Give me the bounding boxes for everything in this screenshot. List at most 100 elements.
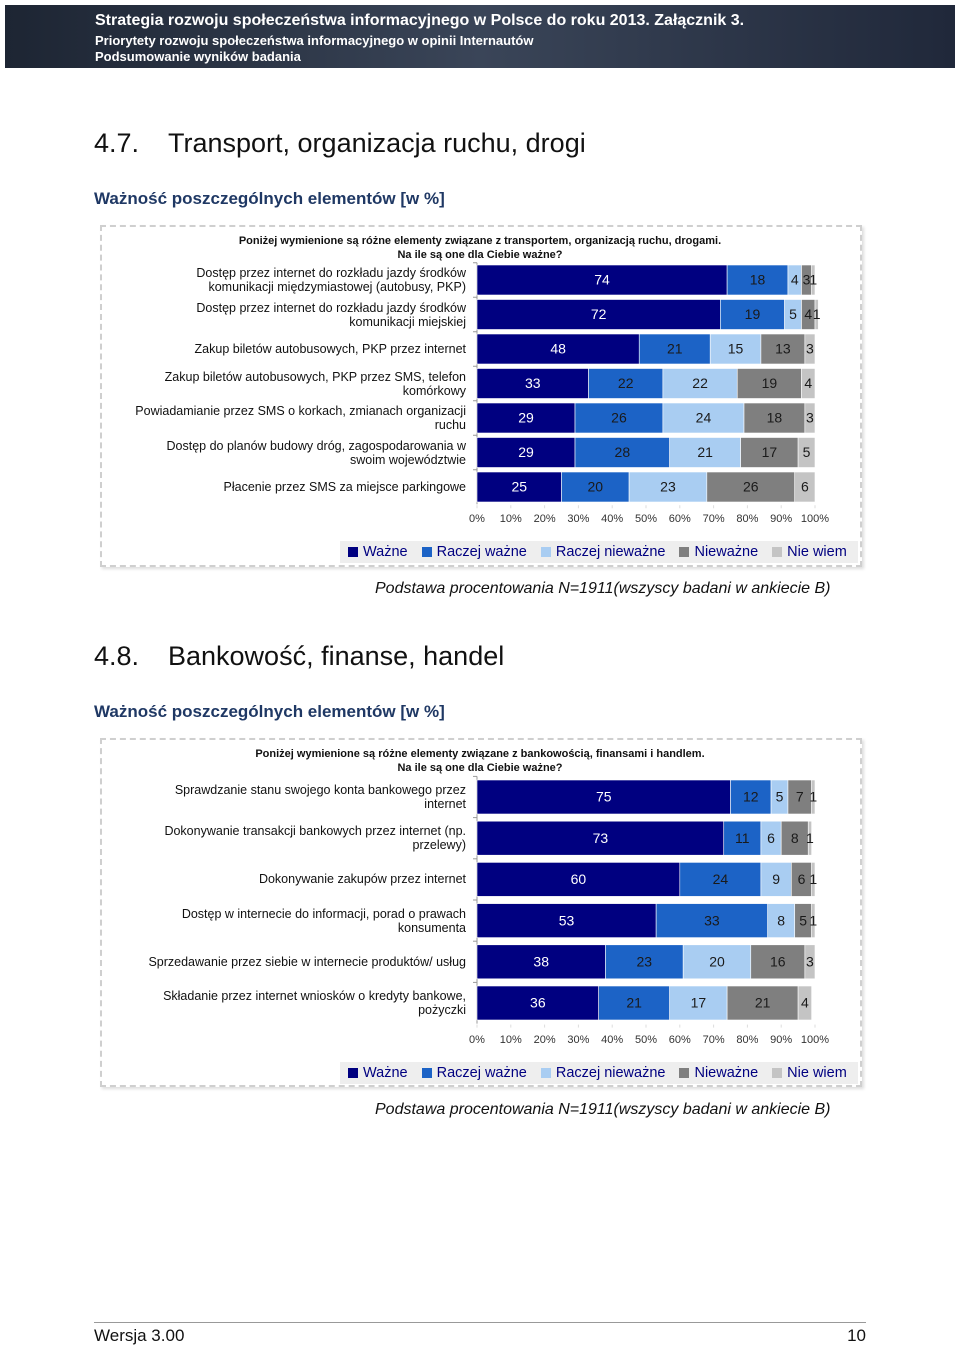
data-label: 29 [518, 410, 534, 426]
x-tick-label: 50% [635, 513, 657, 525]
data-label: 4 [801, 995, 809, 1011]
category-label: Powiadamianie przez SMS o korkach, zmian… [135, 404, 466, 432]
data-label: 1 [809, 912, 817, 928]
x-tick-label: 40% [601, 1034, 623, 1046]
x-tick-label: 80% [736, 513, 758, 525]
data-label: 21 [667, 341, 683, 357]
category-label: Zakup biletów autobusowych, PKP przez SM… [164, 369, 466, 398]
legend-item: Nie wiem [772, 1065, 847, 1081]
legend-label: Ważne [363, 544, 408, 560]
category-label: Płacenie przez SMS za miejsce parkingowe [223, 480, 466, 494]
question: Poniżej wymienione są różne elementy zwi… [100, 747, 860, 775]
category-label: Dokonywanie transakcji bankowych przez i… [164, 824, 466, 853]
legend-swatch [772, 1068, 783, 1078]
footer-version: Wersja 3.00 [94, 1326, 185, 1345]
x-tick-label: 40% [601, 513, 623, 525]
bar-segment [574, 437, 670, 468]
legend-label: Raczej nieważne [555, 544, 666, 560]
category-label: Dostęp przez internet do rozkładu jazdy … [196, 300, 466, 329]
data-label: 3 [806, 410, 814, 426]
x-tick-label: 20% [534, 513, 556, 525]
x-tick-label: 70% [703, 1034, 725, 1046]
data-label: 36 [530, 995, 546, 1011]
data-label: 24 [696, 410, 712, 426]
x-tick-label: 0% [469, 513, 485, 525]
bar-segment [801, 368, 816, 399]
bar-segment [655, 903, 768, 938]
data-label: 6 [801, 479, 809, 495]
legend-item: Raczej nieważne [540, 544, 666, 560]
data-label: 5 [776, 789, 784, 805]
bar-segment [476, 471, 562, 503]
bar-segment [628, 471, 708, 503]
header-subtitle: Podsumowanie wyników badania [95, 49, 301, 64]
legend-item: Nieważne [679, 544, 758, 560]
legend-label: Ważne [363, 1065, 408, 1081]
data-label: 7 [796, 789, 804, 805]
legend-label: Raczej ważne [436, 1065, 527, 1081]
bar-segment [476, 333, 640, 365]
bar-segment [561, 471, 630, 503]
x-tick-label: 100% [801, 1034, 829, 1046]
data-label: 22 [618, 375, 634, 391]
data-label: 4 [804, 306, 812, 322]
section-title: 4.7. Transport, organizacja ruchu, drogi [94, 128, 586, 159]
section-number: 4.8. [94, 641, 140, 671]
page-number: 10 [847, 1326, 866, 1345]
legend-label: Nie wiem [787, 544, 847, 560]
data-label: 24 [713, 871, 729, 887]
bar-segment [723, 820, 762, 856]
legend-label: Nieważne [694, 544, 759, 560]
data-label: 53 [559, 912, 575, 928]
legend-label: Nieważne [694, 1065, 759, 1081]
data-label: 18 [767, 410, 783, 426]
data-label: 9 [772, 871, 780, 887]
section-name: Bankowość, finanse, handel [168, 641, 505, 671]
bar-segment [476, 820, 725, 856]
data-label: 6 [767, 830, 775, 846]
x-tick-label: 70% [703, 513, 725, 525]
header-title: Strategia rozwoju społeczeństwa informac… [95, 12, 745, 29]
question: Poniżej wymienione są różne elementy zwi… [100, 234, 860, 262]
category-label: Sprawdzanie stanu swojego konta bankoweg… [174, 783, 466, 811]
category-label: Sprzedawanie przez siebie w internecie p… [148, 954, 466, 969]
data-label: 1 [809, 272, 817, 288]
bar-segment [662, 402, 745, 434]
data-label: 5 [803, 444, 811, 460]
legend-swatch [679, 547, 690, 557]
x-tick-label: 10% [500, 513, 522, 525]
bar-segment [598, 985, 670, 1021]
data-label: 5 [789, 306, 797, 322]
data-label: 38 [533, 954, 549, 970]
bar-segment [706, 471, 796, 503]
question-line: Na ile są one dla Ciebie ważne? [397, 762, 563, 774]
category-label: Dostęp do planów budowy dróg, zagospodar… [166, 438, 467, 467]
data-label: 19 [745, 306, 761, 322]
legend-item: Nie wiem [772, 544, 847, 560]
question-line: Na ile są one dla Ciebie ważne? [397, 249, 563, 261]
legend-item: Raczej ważne [421, 544, 527, 560]
data-label: 1 [809, 789, 817, 805]
bar-segment [811, 264, 816, 296]
legend: Ważne Raczej ważne Raczej nieważne Nieważne… [340, 541, 858, 563]
legend-swatch [540, 547, 551, 557]
bar-segment [794, 471, 816, 503]
data-label: 23 [660, 479, 676, 495]
bar-segment [811, 903, 816, 938]
bar-segment [476, 862, 681, 897]
data-label: 18 [750, 272, 766, 288]
section-name: Transport, organizacja ruchu, drogi [168, 128, 586, 158]
data-label: 33 [704, 912, 720, 928]
data-label: 21 [697, 444, 713, 460]
data-label: 17 [691, 995, 707, 1011]
legend-label: Raczej ważne [436, 544, 527, 560]
bar-segment [476, 299, 721, 330]
section-subtitle: Ważność poszczególnych elementów [w %] [94, 189, 445, 208]
bar-segment [709, 333, 762, 365]
note: Podstawa procentowania N=1911(wszyscy ba… [375, 1101, 831, 1118]
bar-segment [476, 264, 728, 296]
data-label: 60 [571, 871, 587, 887]
legend-item: Raczej nieważne [540, 1065, 665, 1081]
data-label: 16 [770, 954, 786, 970]
